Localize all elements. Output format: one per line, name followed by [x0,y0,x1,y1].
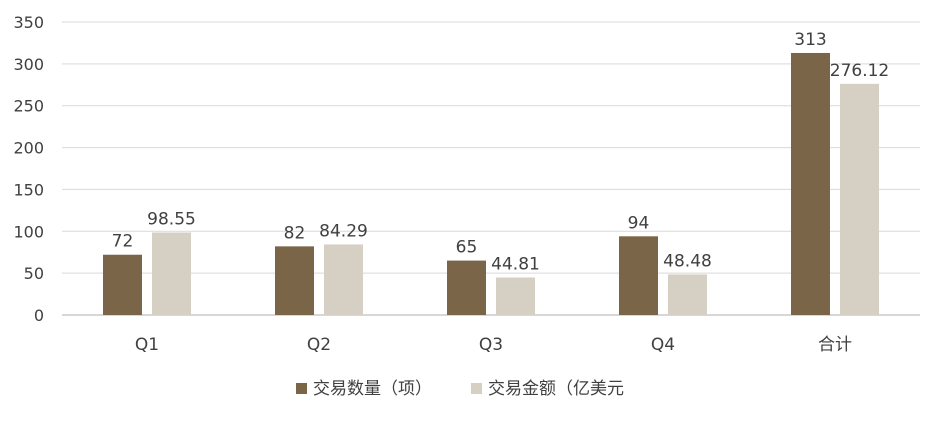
y-tick-label: 50 [24,264,44,283]
bar-count [447,260,486,315]
bar-amount [496,277,535,315]
gridlines [62,21,920,316]
y-tick-label: 300 [13,55,44,74]
legend: 交易数量（项） 交易金额（亿美元 [296,379,624,399]
data-label: 98.55 [147,209,196,229]
x-tick-label: 合计 [818,335,852,355]
y-axis-tick-labels: 0 50 100 150 200 250 300 350 [13,13,44,325]
data-label: 84.29 [319,221,368,241]
bar-amount [840,83,879,315]
data-label: 48.48 [663,251,712,271]
legend-swatch [296,383,307,394]
data-label: 82 [284,223,306,243]
bar-amount [152,232,191,315]
x-axis-tick-labels: Q1 Q2 Q3 Q4 合计 [135,335,852,355]
data-label: 276.12 [830,61,889,81]
bar-count [103,254,142,315]
x-tick-label: Q2 [307,335,331,355]
x-tick-label: Q4 [651,335,675,355]
y-tick-label: 350 [13,13,44,32]
data-label: 65 [456,238,478,258]
y-tick-label: 200 [13,139,44,158]
bar-count [791,52,830,316]
y-tick-label: 250 [13,97,44,116]
bar-count [619,236,658,315]
data-label: 313 [794,30,826,50]
bars [103,52,879,316]
bar-amount [324,244,363,315]
legend-swatch [471,383,482,394]
y-tick-label: 100 [13,222,44,241]
bar-count [275,246,314,315]
data-label: 94 [628,213,650,233]
bar-amount [668,274,707,315]
data-label: 72 [112,232,134,252]
data-label: 44.81 [491,254,540,274]
x-tick-label: Q3 [479,335,503,355]
y-tick-label: 0 [34,306,44,325]
legend-label: 交易金额（亿美元 [488,379,624,399]
x-tick-label: Q1 [135,335,159,355]
legend-label: 交易数量（项） [313,379,432,399]
y-tick-label: 150 [13,180,44,199]
